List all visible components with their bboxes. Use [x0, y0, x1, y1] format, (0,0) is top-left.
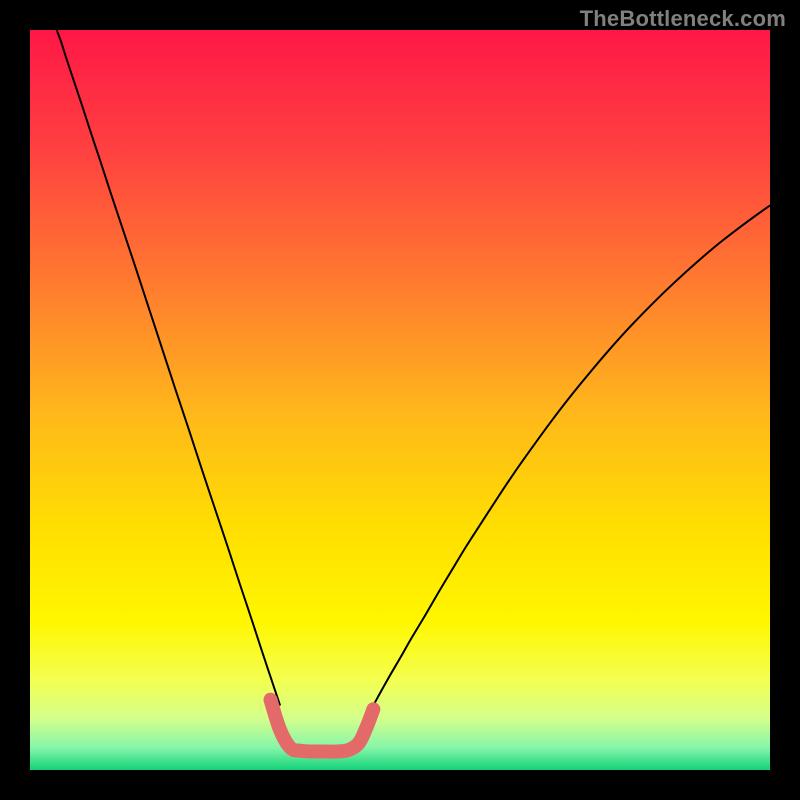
- chart-frame: TheBottleneck.com: [0, 0, 800, 800]
- chart-svg: [30, 30, 770, 770]
- plot-area: [30, 30, 770, 770]
- watermark-text: TheBottleneck.com: [580, 6, 786, 32]
